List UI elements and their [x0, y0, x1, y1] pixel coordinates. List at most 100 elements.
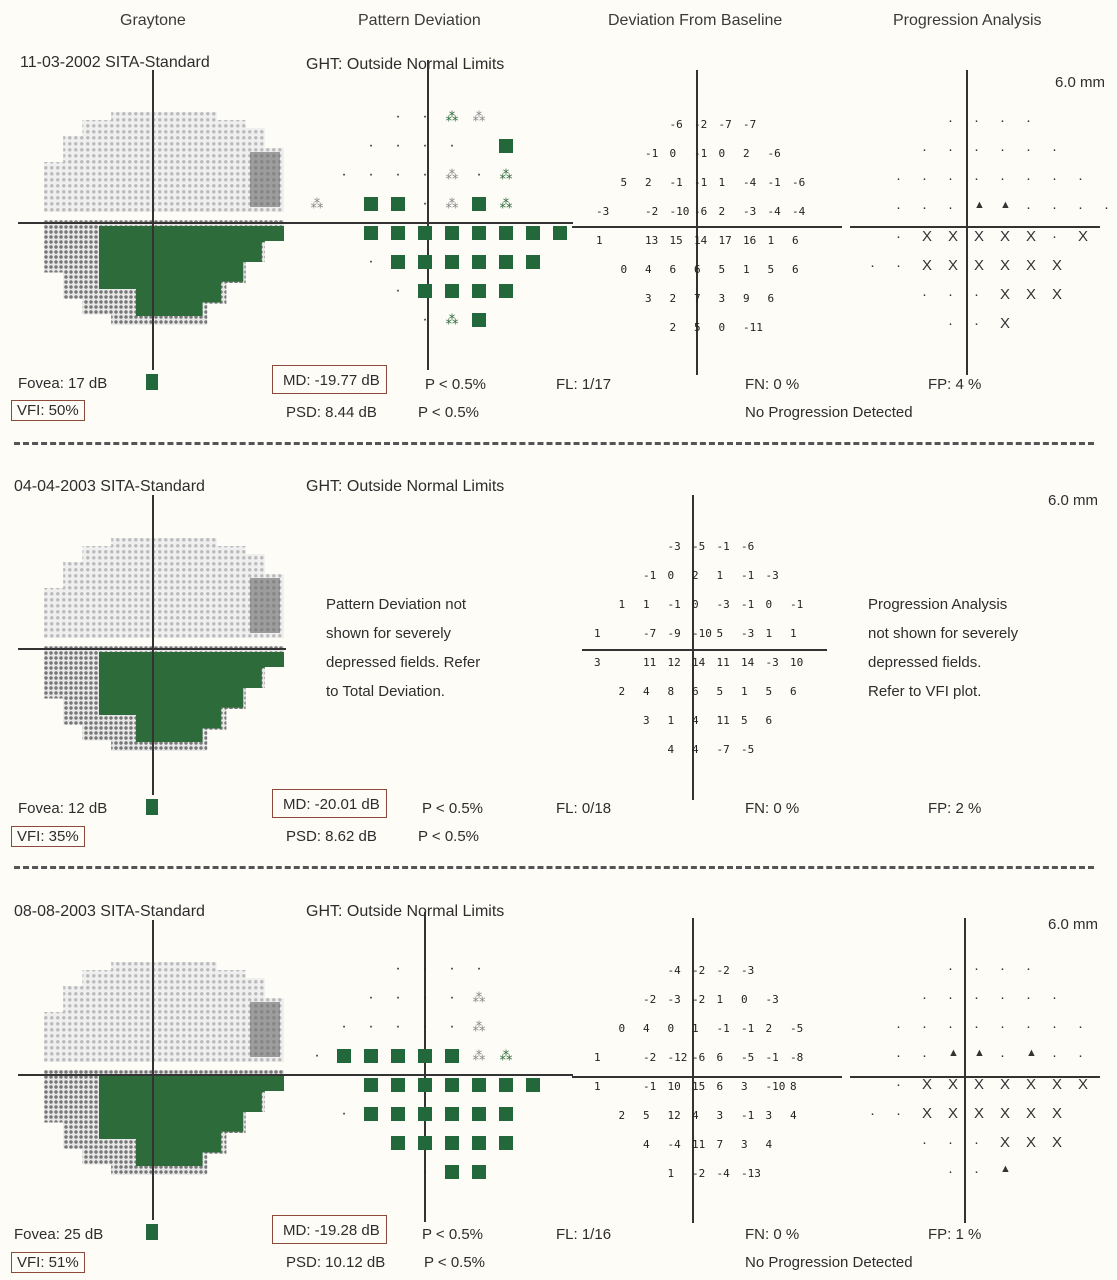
progression-dot: · [922, 170, 927, 187]
progression-dot: · [1104, 199, 1109, 216]
progression-dot: · [922, 1018, 927, 1035]
probability-symbol [418, 110, 432, 124]
baseline-value: 5 [765, 685, 773, 698]
progression-x-marker: X [948, 257, 959, 274]
vfi-value: VFI: 35% [11, 826, 85, 847]
probability-square [499, 1107, 513, 1121]
progression-dot: · [974, 170, 979, 187]
probability-square [418, 226, 432, 240]
progression-x-marker: X [1000, 1134, 1011, 1151]
baseline-value: -7 [718, 118, 732, 131]
baseline-value: 1 [667, 714, 675, 727]
baseline-value: 4 [643, 685, 650, 698]
progression-status: No Progression Detected [745, 404, 913, 421]
probability-symbol [472, 991, 486, 1005]
progression-dot: · [974, 1163, 979, 1180]
baseline-value: 6 [716, 1080, 724, 1093]
probability-square [391, 1107, 405, 1121]
baseline-value: -4 [792, 205, 806, 218]
progression-x-marker: X [1026, 1134, 1037, 1151]
progression-dot: · [1052, 199, 1057, 216]
fovea-value: Fovea: 12 dB [18, 800, 108, 817]
progression-dot: · [1000, 170, 1005, 187]
baseline-value: 1 [767, 234, 775, 247]
probability-symbol [418, 313, 432, 327]
baseline-value: 2 [618, 685, 626, 698]
probability-square [391, 226, 405, 240]
probability-square [418, 284, 432, 298]
progression-dot: · [948, 989, 953, 1006]
probability-symbol [472, 168, 486, 182]
size-label: 6.0 mm [1048, 492, 1099, 509]
baseline-value: -7 [643, 627, 657, 640]
md-probability: P < 0.5% [422, 1226, 484, 1243]
progression-dot: · [1078, 199, 1083, 216]
baseline-value: -6 [741, 540, 755, 553]
baseline-value: 3 [718, 292, 726, 305]
probability-symbol [472, 110, 486, 124]
graytone-header: Graytone [120, 12, 186, 29]
probability-symbol [364, 1020, 378, 1034]
baseline-value: 4 [790, 1109, 797, 1122]
baseline-value: -1 [767, 176, 781, 189]
progression-dot: · [974, 960, 979, 977]
progression-triangle-marker: ▲ [948, 1047, 959, 1059]
baseline-value: 0 [718, 147, 726, 160]
progression-horizontal-axis [850, 1076, 1100, 1078]
progression-dot: · [948, 960, 953, 977]
progression-dot: · [896, 199, 901, 216]
baseline-value: 6 [767, 292, 775, 305]
baseline-value: -1 [643, 1080, 657, 1093]
psd-value: PSD: 8.44 dB [286, 404, 377, 421]
baseline-value: -3 [596, 205, 610, 218]
false-positives: FP: 1 % [928, 1226, 982, 1243]
probability-square [364, 197, 378, 211]
progression-dot: · [870, 257, 875, 274]
baseline-value: -10 [692, 627, 712, 640]
probability-symbol [418, 991, 432, 1005]
probability-square [499, 1078, 513, 1092]
baseline-value: 14 [692, 656, 706, 669]
pattern-deviation-vertical-axis [424, 912, 426, 1222]
progression-dot: · [948, 1018, 953, 1035]
probability-symbol [472, 962, 486, 976]
baseline-value: 2 [669, 292, 677, 305]
progression-dot: · [1052, 989, 1057, 1006]
baseline-value: 0 [718, 321, 726, 334]
baseline-value: 0 [741, 993, 748, 1006]
progression-dot: · [896, 170, 901, 187]
probability-symbol [472, 1049, 486, 1063]
progression-dot: · [896, 1047, 901, 1064]
probability-symbol [499, 197, 513, 211]
baseline-value: 8 [790, 1080, 797, 1093]
probability-symbol [310, 197, 324, 211]
probability-square [391, 197, 405, 211]
message-line: Pattern Deviation not [326, 596, 467, 613]
graytone-vertical-axis [152, 495, 154, 795]
baseline-value: 2 [718, 205, 726, 218]
progression-dot: · [896, 1018, 901, 1035]
section-divider [14, 442, 1094, 445]
probability-square [526, 255, 540, 269]
baseline-value: 6 [765, 714, 773, 727]
pattern-deviation-vertical-axis [427, 60, 429, 370]
progression-dot: · [974, 1134, 979, 1151]
baseline-value: 3 [741, 1080, 748, 1093]
md-value: MD: -19.28 dB [272, 1215, 387, 1244]
probability-square [364, 1078, 378, 1092]
probability-square [499, 139, 513, 153]
psd-probability: P < 0.5% [424, 1254, 486, 1271]
progression-x-marker: X [1078, 228, 1089, 245]
baseline-value: 12 [667, 656, 681, 669]
probability-square [364, 226, 378, 240]
baseline-horizontal-axis [572, 226, 842, 228]
probability-square [418, 1049, 432, 1063]
fovea-marker [146, 1224, 158, 1240]
ght-result: GHT: Outside Normal Limits [306, 478, 505, 495]
probability-symbol [364, 168, 378, 182]
baseline-value: -2 [692, 993, 706, 1006]
progression-dot: · [1052, 1047, 1057, 1064]
progression-x-marker: X [974, 1076, 985, 1093]
probability-symbol [445, 197, 459, 211]
baseline-value: -1 [645, 147, 659, 160]
